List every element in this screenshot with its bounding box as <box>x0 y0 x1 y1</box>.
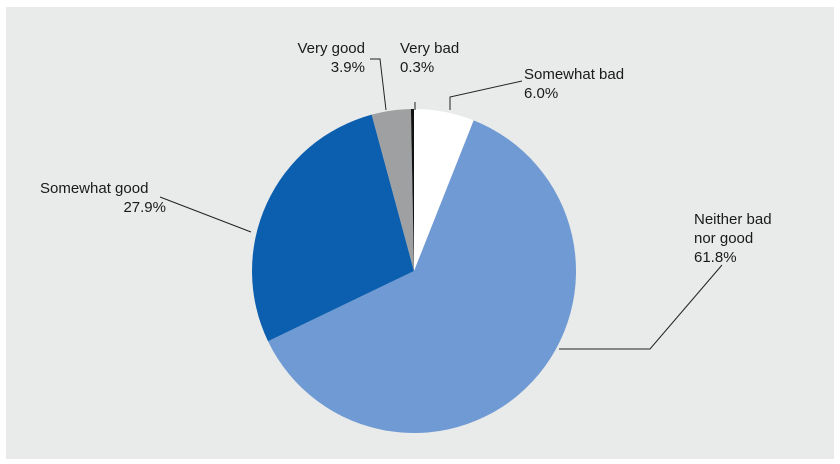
leader-lines <box>159 58 723 350</box>
leader-very-good <box>370 58 387 111</box>
label-very-bad-value: 0.3% <box>400 59 434 76</box>
leader-somewhat-bad <box>449 80 523 110</box>
leader-somewhat-good <box>159 196 252 233</box>
leader-neither-bad-nor-good <box>559 264 723 350</box>
label-very-good-value: 3.9% <box>331 59 365 76</box>
label-somewhat-bad-name: Somewhat bad <box>524 66 624 83</box>
pie-slices <box>252 109 577 434</box>
pie-slice-somewhat-good <box>252 114 414 342</box>
label-somewhat-bad-value: 6.0% <box>524 85 558 102</box>
label-very-good-name: Very good <box>297 40 365 57</box>
pie-slice-neither-bad-nor-good <box>268 120 577 434</box>
pie-slice-very-bad <box>410 109 414 271</box>
pie-slice-very-good <box>371 109 414 271</box>
label-somewhat-good-name: Somewhat good <box>40 180 148 197</box>
pie-slice-somewhat-bad <box>414 109 474 271</box>
chart-panel: Somewhat bad 6.0% Neither bad nor good 6… <box>6 7 834 459</box>
pie-chart: Somewhat bad 6.0% Neither bad nor good 6… <box>40 40 772 434</box>
label-somewhat-good-value: 27.9% <box>123 199 166 216</box>
label-very-bad-name: Very bad <box>400 40 459 57</box>
label-neither-line1: Neither bad <box>694 211 772 228</box>
slice-labels: Somewhat bad 6.0% Neither bad nor good 6… <box>40 40 772 266</box>
label-neither-line2: nor good <box>694 230 753 247</box>
label-neither-value: 61.8% <box>694 249 737 266</box>
